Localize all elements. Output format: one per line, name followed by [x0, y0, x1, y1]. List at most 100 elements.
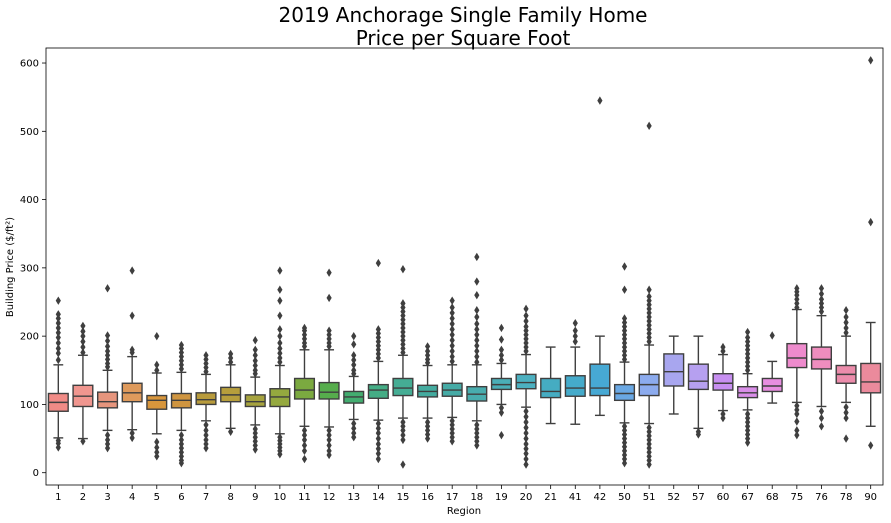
box-region-52: [663, 335, 685, 415]
outlier-point: [375, 434, 381, 443]
outlier-point: [794, 430, 800, 440]
x-tick-label: 7: [203, 492, 209, 503]
outlier-point: [449, 325, 455, 334]
outlier-point: [843, 318, 849, 327]
outlier-point: [424, 346, 431, 356]
outlier-point: [523, 304, 529, 314]
iqr-box: [515, 373, 537, 390]
outlier-point: [449, 308, 455, 318]
outlier-point: [843, 328, 849, 337]
x-tick-label: 19: [495, 492, 508, 503]
outlier-point: [523, 412, 529, 421]
outlier-point: [474, 312, 480, 322]
outlier-point: [375, 449, 381, 458]
outlier-point: [523, 322, 529, 331]
y-tick-label: 400: [20, 195, 39, 206]
outlier-point: [129, 311, 135, 320]
box-region-75: [786, 284, 808, 440]
box-region-4: [121, 266, 143, 443]
outlier-point: [498, 351, 505, 360]
outlier-point: [104, 331, 111, 340]
iqr-box: [244, 394, 266, 408]
outlier-point: [277, 311, 283, 320]
outlier-point: [55, 328, 61, 337]
x-tick-label: 90: [864, 492, 877, 503]
box-region-68: [761, 331, 783, 404]
outlier-point: [498, 323, 505, 333]
outlier-point: [351, 351, 357, 360]
box-region-8: [220, 349, 242, 436]
y-tick-label: 500: [20, 127, 39, 138]
x-tick-label: 17: [446, 492, 459, 503]
outlier-point: [646, 292, 652, 301]
x-tick-label: 68: [766, 492, 779, 503]
outlier-point: [843, 413, 849, 423]
x-tick-label: 18: [470, 492, 483, 503]
outlier-point: [252, 366, 258, 375]
outlier-point: [646, 121, 652, 131]
outlier-point: [203, 430, 209, 440]
outlier-point: [375, 439, 381, 449]
outlier-point: [794, 426, 800, 435]
outlier-point: [695, 430, 701, 439]
outlier-point: [424, 434, 431, 443]
outlier-point: [498, 403, 505, 413]
outlier-point: [868, 441, 874, 450]
outlier-point: [203, 443, 209, 453]
outlier-point: [720, 413, 726, 423]
outlier-point: [375, 325, 381, 334]
x-tick-label: 2: [80, 492, 86, 503]
outlier-point: [129, 433, 135, 443]
iqr-box: [761, 377, 783, 393]
outlier-point: [523, 423, 529, 432]
x-tick-label: 10: [274, 492, 287, 503]
x-tick-label: 41: [569, 492, 582, 503]
x-tick-label: 11: [298, 492, 311, 503]
outlier-point: [301, 454, 308, 464]
outlier-point: [351, 424, 357, 433]
iqr-box: [392, 377, 414, 397]
outlier-point: [572, 331, 578, 341]
outlier-point: [523, 434, 529, 443]
outlier-point: [301, 323, 308, 333]
x-tick-label: 13: [347, 492, 360, 503]
box-region-10: [269, 266, 291, 459]
x-tick-label: 9: [252, 492, 258, 503]
outlier-point: [326, 326, 332, 335]
outlier-point: [400, 460, 406, 469]
x-tick-label: 21: [544, 492, 557, 503]
y-tick-label: 600: [20, 59, 39, 70]
outlier-point: [474, 341, 480, 350]
outlier-point: [449, 346, 455, 356]
x-tick-label: 75: [790, 492, 803, 503]
outlier-point: [621, 314, 628, 323]
outlier-point: [228, 349, 234, 359]
box-region-78: [835, 306, 857, 443]
outlier-point: [474, 336, 480, 345]
outlier-point: [523, 428, 529, 438]
outlier-point: [474, 441, 480, 450]
box-region-50: [613, 262, 636, 468]
outlier-point: [252, 361, 258, 370]
outlier-point: [80, 331, 86, 341]
box-region-57: [687, 335, 709, 439]
x-tick-label: 67: [741, 492, 754, 503]
outlier-point: [154, 452, 160, 461]
outlier-point: [400, 426, 406, 435]
outlier-point: [228, 427, 234, 436]
outlier-point: [818, 289, 825, 299]
outlier-point: [326, 450, 332, 460]
box-region-60: [712, 342, 734, 423]
iqr-box: [367, 383, 389, 399]
outlier-point: [621, 285, 628, 294]
outlier-point: [375, 419, 381, 428]
x-tick-label: 51: [643, 492, 656, 503]
outlier-point: [55, 310, 61, 319]
outlier-point: [326, 426, 332, 435]
outlier-point: [449, 352, 455, 361]
x-tick-label: 20: [520, 492, 533, 503]
outlier-point: [449, 330, 455, 339]
x-tick-label: 3: [104, 492, 110, 503]
outlier-point: [375, 424, 381, 433]
outlier-point: [104, 342, 111, 351]
